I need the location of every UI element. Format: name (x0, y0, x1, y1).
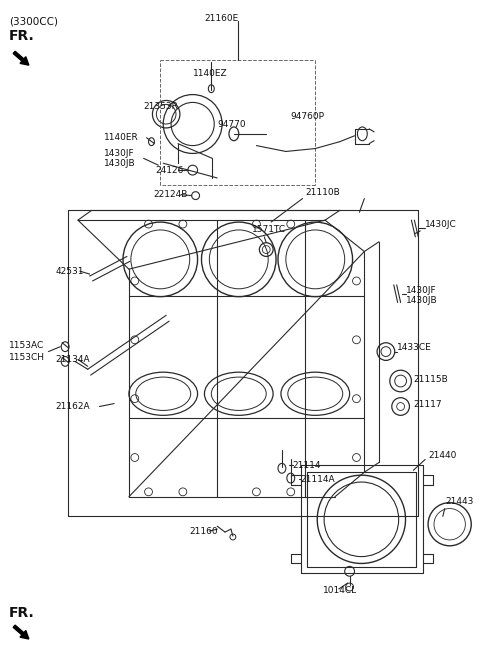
Text: 21443: 21443 (446, 497, 474, 506)
Text: 21114: 21114 (293, 461, 321, 470)
Text: 21160E: 21160E (204, 14, 239, 22)
Text: 1140EZ: 1140EZ (192, 69, 228, 77)
Text: 21160: 21160 (190, 527, 218, 535)
Text: 1430JB: 1430JB (104, 159, 136, 168)
Text: 21134A: 21134A (55, 355, 90, 364)
Text: 1430JB: 1430JB (406, 296, 437, 305)
Text: (3300CC): (3300CC) (9, 17, 58, 27)
Text: 22124B: 22124B (154, 190, 188, 199)
Text: 1140ER: 1140ER (104, 133, 139, 143)
Text: 24126: 24126 (156, 166, 184, 175)
Text: FR.: FR. (9, 605, 35, 620)
Text: 42531: 42531 (55, 267, 84, 276)
Text: 1014CL: 1014CL (323, 587, 357, 595)
FancyArrow shape (13, 51, 29, 65)
Text: FR.: FR. (9, 29, 35, 43)
Text: 1433CE: 1433CE (396, 343, 432, 352)
Text: 21353R: 21353R (144, 102, 179, 111)
Text: 1571TC: 1571TC (252, 226, 286, 234)
Text: 94770: 94770 (217, 119, 246, 129)
Text: 21110B: 21110B (305, 188, 340, 197)
FancyArrow shape (13, 625, 29, 639)
Text: 21440: 21440 (428, 451, 456, 460)
Text: 21117: 21117 (413, 400, 442, 409)
Text: 1153AC: 1153AC (9, 341, 45, 350)
Text: 1430JF: 1430JF (406, 286, 436, 295)
Text: 21115B: 21115B (413, 374, 448, 383)
Text: 1153CH: 1153CH (9, 353, 45, 362)
Text: 1430JC: 1430JC (425, 220, 457, 228)
Text: 94760P: 94760P (291, 112, 325, 121)
Text: 21162A: 21162A (55, 402, 90, 411)
Text: 21114A: 21114A (300, 475, 335, 484)
Text: 1430JF: 1430JF (104, 149, 135, 158)
